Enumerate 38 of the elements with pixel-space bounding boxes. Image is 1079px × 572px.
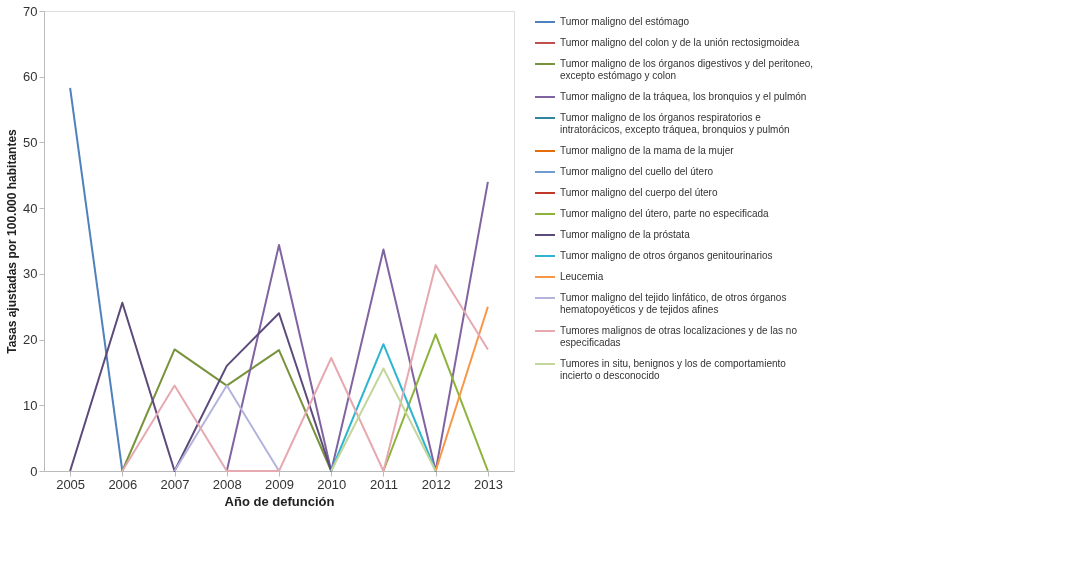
- x-tick-label: 2009: [265, 476, 294, 492]
- legend-label: Tumor maligno del colon y de la unión rectosigmoidea: [560, 37, 800, 48]
- line-series: [121, 348, 333, 472]
- x-tick-label: 2010: [317, 476, 347, 492]
- y-tick-label: 50: [23, 134, 38, 150]
- y-tick-label: 40: [23, 200, 38, 216]
- legend-label: Tumores in situ, benignos y los de comportamiento incierto o desconocido: [560, 358, 787, 381]
- legend-label: Tumor maligno del tejido linfático, de otros órganos hematopoyéticos y de tejidos afines: [560, 292, 787, 315]
- line-series: [69, 301, 333, 472]
- line-series: [121, 264, 489, 472]
- x-tick-label: 2007: [160, 476, 190, 492]
- legend-label: Tumor maligno de los órganos respiratorios e intratorácicos, excepto tráquea, bronquios y pulmón: [560, 112, 790, 135]
- y-tick-label: 70: [23, 3, 38, 19]
- legend-label: Tumor maligno del cuerpo del útero: [560, 187, 718, 198]
- y-tick-label: 30: [23, 266, 38, 282]
- x-tick-label: 2011: [369, 476, 398, 492]
- legend-label: Tumor maligno del estómago: [560, 16, 690, 27]
- legend-label: Tumor maligno del útero, parte no especificada: [560, 208, 770, 219]
- x-tick-label: 2008: [212, 476, 242, 492]
- legend-label: Leucemia: [560, 271, 604, 282]
- x-tick-label: 2006: [108, 476, 138, 492]
- legend-label: Tumor maligno de la tráquea, los bronquios y el pulmón: [560, 91, 807, 102]
- x-tick-label: 2005: [56, 476, 86, 492]
- legend-label: Tumor maligno de la mama de la mujer: [560, 145, 735, 156]
- legend-label: Tumor maligno del cuello del útero: [560, 166, 714, 177]
- legend-label: Tumor maligno de otros órganos genitourinarios: [560, 250, 773, 261]
- x-tick-label: 2012: [421, 476, 451, 492]
- line-series: [225, 180, 489, 472]
- y-tick-label: 60: [23, 69, 38, 85]
- legend-label: Tumores malignos de otras localizaciones y de las no especificadas: [560, 325, 798, 348]
- legend-label: Tumor maligno de los órganos digestivos y del peritoneo, excepto estómago y colon: [560, 58, 814, 81]
- y-tick-label: 10: [23, 397, 38, 413]
- y-tick-label: 0: [30, 463, 38, 479]
- legend-label: Tumor maligno de la próstata: [560, 229, 691, 240]
- x-tick-label: 2013: [473, 476, 503, 492]
- y-tick-label: 20: [23, 332, 38, 348]
- x-axis-title: Año de defunción: [224, 493, 335, 509]
- y-axis-title: Tasas ajustadas por 100.000 habitantes: [5, 128, 20, 354]
